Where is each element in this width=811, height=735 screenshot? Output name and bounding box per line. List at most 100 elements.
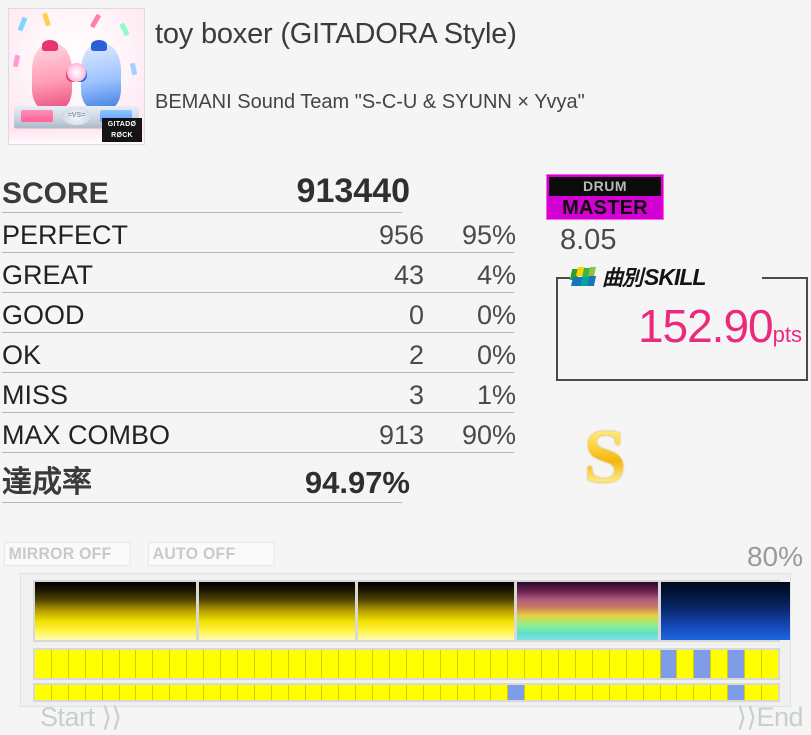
note-cell-filled xyxy=(542,650,559,678)
row-separator xyxy=(2,502,402,503)
skill-box: 曲別 SKILL 152.90pts xyxy=(556,264,808,381)
row-label: PERFECT xyxy=(2,220,129,250)
row-label: OK xyxy=(2,340,42,370)
vs-emblem: =VS= xyxy=(61,107,92,126)
note-cell-filled xyxy=(643,685,660,700)
note-cell-filled xyxy=(559,685,575,700)
note-cell-filled xyxy=(390,685,406,700)
rank-letter: S xyxy=(575,418,635,496)
note-bar-top xyxy=(33,648,780,680)
note-cell-filled xyxy=(102,650,119,678)
note-cell-filled xyxy=(440,685,457,700)
note-bar-bottom xyxy=(33,683,780,702)
note-cell-filled xyxy=(153,685,170,700)
table-row: PERFECT 956 95% xyxy=(0,213,520,253)
row-percent: 1% xyxy=(476,380,516,410)
row-separator xyxy=(2,252,514,253)
table-row: 達成率 94.97% xyxy=(0,453,520,503)
end-label: ⟩⟩End xyxy=(736,702,803,732)
ring-bar-blue xyxy=(100,110,133,122)
song-artist: BEMANI Sound Team "S-C-U & SYUNN × Yvya" xyxy=(155,91,585,113)
note-cell-filled xyxy=(406,650,423,678)
note-cell-filled xyxy=(254,685,271,700)
mirror-option-toggle[interactable]: MIRROR OFF xyxy=(4,542,131,566)
note-bar-top-cells xyxy=(35,650,778,678)
note-cell-filled xyxy=(288,685,305,700)
note-cell-filled xyxy=(576,685,592,700)
note-cell-filled xyxy=(609,685,626,700)
boxer-cap-pink xyxy=(42,40,59,51)
row-separator xyxy=(2,212,402,213)
impact-burst-icon xyxy=(67,63,86,82)
skill-label-en: SKILL xyxy=(644,263,706,290)
row-percent: 90% xyxy=(461,420,516,450)
segment-2 xyxy=(199,582,356,640)
note-cell-filled xyxy=(592,650,609,678)
note-cell-filled xyxy=(322,685,339,700)
note-cell-filled xyxy=(677,685,694,700)
note-cell-filled xyxy=(390,650,406,678)
note-cell-filled xyxy=(305,650,322,678)
note-cell-filled xyxy=(525,685,542,700)
note-cell-filled xyxy=(711,650,728,678)
row-label: GREAT xyxy=(2,260,94,290)
note-cell-filled xyxy=(373,650,390,678)
note-cell-filled xyxy=(119,685,136,700)
row-label: MAX COMBO xyxy=(2,420,171,450)
gitadora-rock-tag: GITADØ RØCK xyxy=(102,118,142,142)
note-cell-filled xyxy=(373,685,390,700)
table-row: GREAT 43 4% xyxy=(0,253,520,293)
note-cell-filled xyxy=(474,685,491,700)
start-label: Start ⟩⟩ xyxy=(40,702,122,732)
row-value: 3 xyxy=(408,380,424,410)
note-cell-filled xyxy=(35,685,51,700)
note-cell-filled xyxy=(542,685,559,700)
boxer-cap-blue xyxy=(90,40,107,51)
note-cell-filled xyxy=(592,685,609,700)
row-percent: 4% xyxy=(476,260,516,290)
note-cell-filled xyxy=(406,685,423,700)
score-table: SCORE 913440 PERFECT 956 95% GREAT 43 4% GOOD 0 0%… xyxy=(0,165,520,503)
skill-box-border-bottom xyxy=(556,379,808,381)
song-header: =VS= GITADØ RØCK toy boxer (GITADORA Sty… xyxy=(0,0,811,152)
note-cell-filled xyxy=(204,650,220,678)
note-cell-blue xyxy=(508,685,525,700)
auto-option-toggle[interactable]: AUTO OFF xyxy=(148,542,275,566)
row-separator xyxy=(2,412,514,413)
note-cell-filled xyxy=(677,650,694,678)
note-cell-blue xyxy=(728,650,745,678)
note-cell-filled xyxy=(288,650,305,678)
row-value: 956 xyxy=(378,220,424,250)
note-cell-filled xyxy=(474,650,491,678)
table-row: SCORE 913440 xyxy=(0,165,520,213)
note-cell-filled xyxy=(220,650,237,678)
row-label: GOOD xyxy=(2,300,85,330)
note-cell-filled xyxy=(271,650,288,678)
album-art: =VS= GITADØ RØCK xyxy=(8,8,145,145)
gauge-panel xyxy=(20,573,791,707)
skill-box-border-left xyxy=(556,277,558,381)
gitadora-rock-tag-line1: GITADØ xyxy=(107,121,137,128)
row-separator xyxy=(2,452,514,453)
boxer-figure-blue xyxy=(71,40,122,109)
note-cell-filled xyxy=(51,685,68,700)
row-value: 0 xyxy=(408,300,424,330)
row-label: 達成率 xyxy=(2,466,92,499)
segment-1 xyxy=(35,582,197,640)
note-cell-filled xyxy=(153,650,170,678)
note-cell-filled xyxy=(356,650,373,678)
note-cell-filled xyxy=(170,650,187,678)
row-value: 2 xyxy=(408,340,424,370)
row-separator xyxy=(2,332,514,333)
note-cell-blue xyxy=(694,650,711,678)
row-value: 43 xyxy=(393,260,424,290)
note-cell-filled xyxy=(423,685,440,700)
note-cell-filled xyxy=(254,650,271,678)
segment-5 xyxy=(661,582,790,640)
difficulty-name-label: MASTER xyxy=(562,197,648,219)
note-cell-filled xyxy=(119,650,136,678)
table-row: GOOD 0 0% xyxy=(0,293,520,333)
ring-bar-pink xyxy=(20,110,53,122)
note-cell-filled xyxy=(187,650,204,678)
